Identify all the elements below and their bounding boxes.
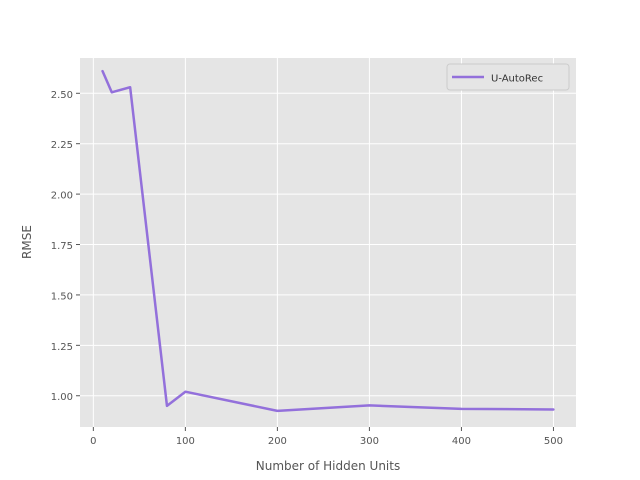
- x-axis: 0 100 200 300 400 500: [90, 427, 563, 447]
- x-tick-label: 200: [268, 436, 287, 447]
- legend-box: [446, 63, 570, 91]
- data-point: [184, 391, 186, 393]
- legend: U-AutoRec: [446, 63, 570, 91]
- series-line-u-autorec: [101, 69, 555, 413]
- data-point: [111, 91, 113, 93]
- grid: [80, 58, 576, 427]
- x-axis-title: Number of Hidden Units: [256, 459, 400, 473]
- x-tick-label: 400: [452, 436, 471, 447]
- data-point: [460, 408, 462, 410]
- y-tick-label: 2.25: [51, 140, 73, 151]
- plot-area: [80, 58, 576, 427]
- y-tick-label: 1.25: [51, 342, 73, 353]
- y-tick-label: 1.50: [51, 291, 73, 302]
- data-point: [276, 410, 278, 412]
- y-tick-label: 1.75: [51, 241, 73, 252]
- y-tick-label: 2.00: [51, 191, 73, 202]
- x-tick-label: 300: [360, 436, 379, 447]
- legend-label-u-autorec: U-AutoRec: [491, 74, 543, 85]
- data-point: [129, 86, 131, 88]
- x-tick-label: 500: [544, 436, 563, 447]
- y-axis-title: RMSE: [20, 225, 34, 259]
- data-point: [101, 70, 103, 72]
- y-tick-label: 1.00: [51, 392, 73, 403]
- x-tick-label: 100: [176, 436, 195, 447]
- series-layer: [101, 69, 555, 413]
- data-point: [552, 408, 554, 410]
- data-point: [166, 405, 168, 407]
- y-tick-label: 2.50: [51, 90, 73, 101]
- data-point: [368, 404, 370, 406]
- y-axis: 1.00 1.25 1.50 1.75 2.00 2.25 2.50: [51, 90, 80, 403]
- x-tick-label: 0: [90, 436, 96, 447]
